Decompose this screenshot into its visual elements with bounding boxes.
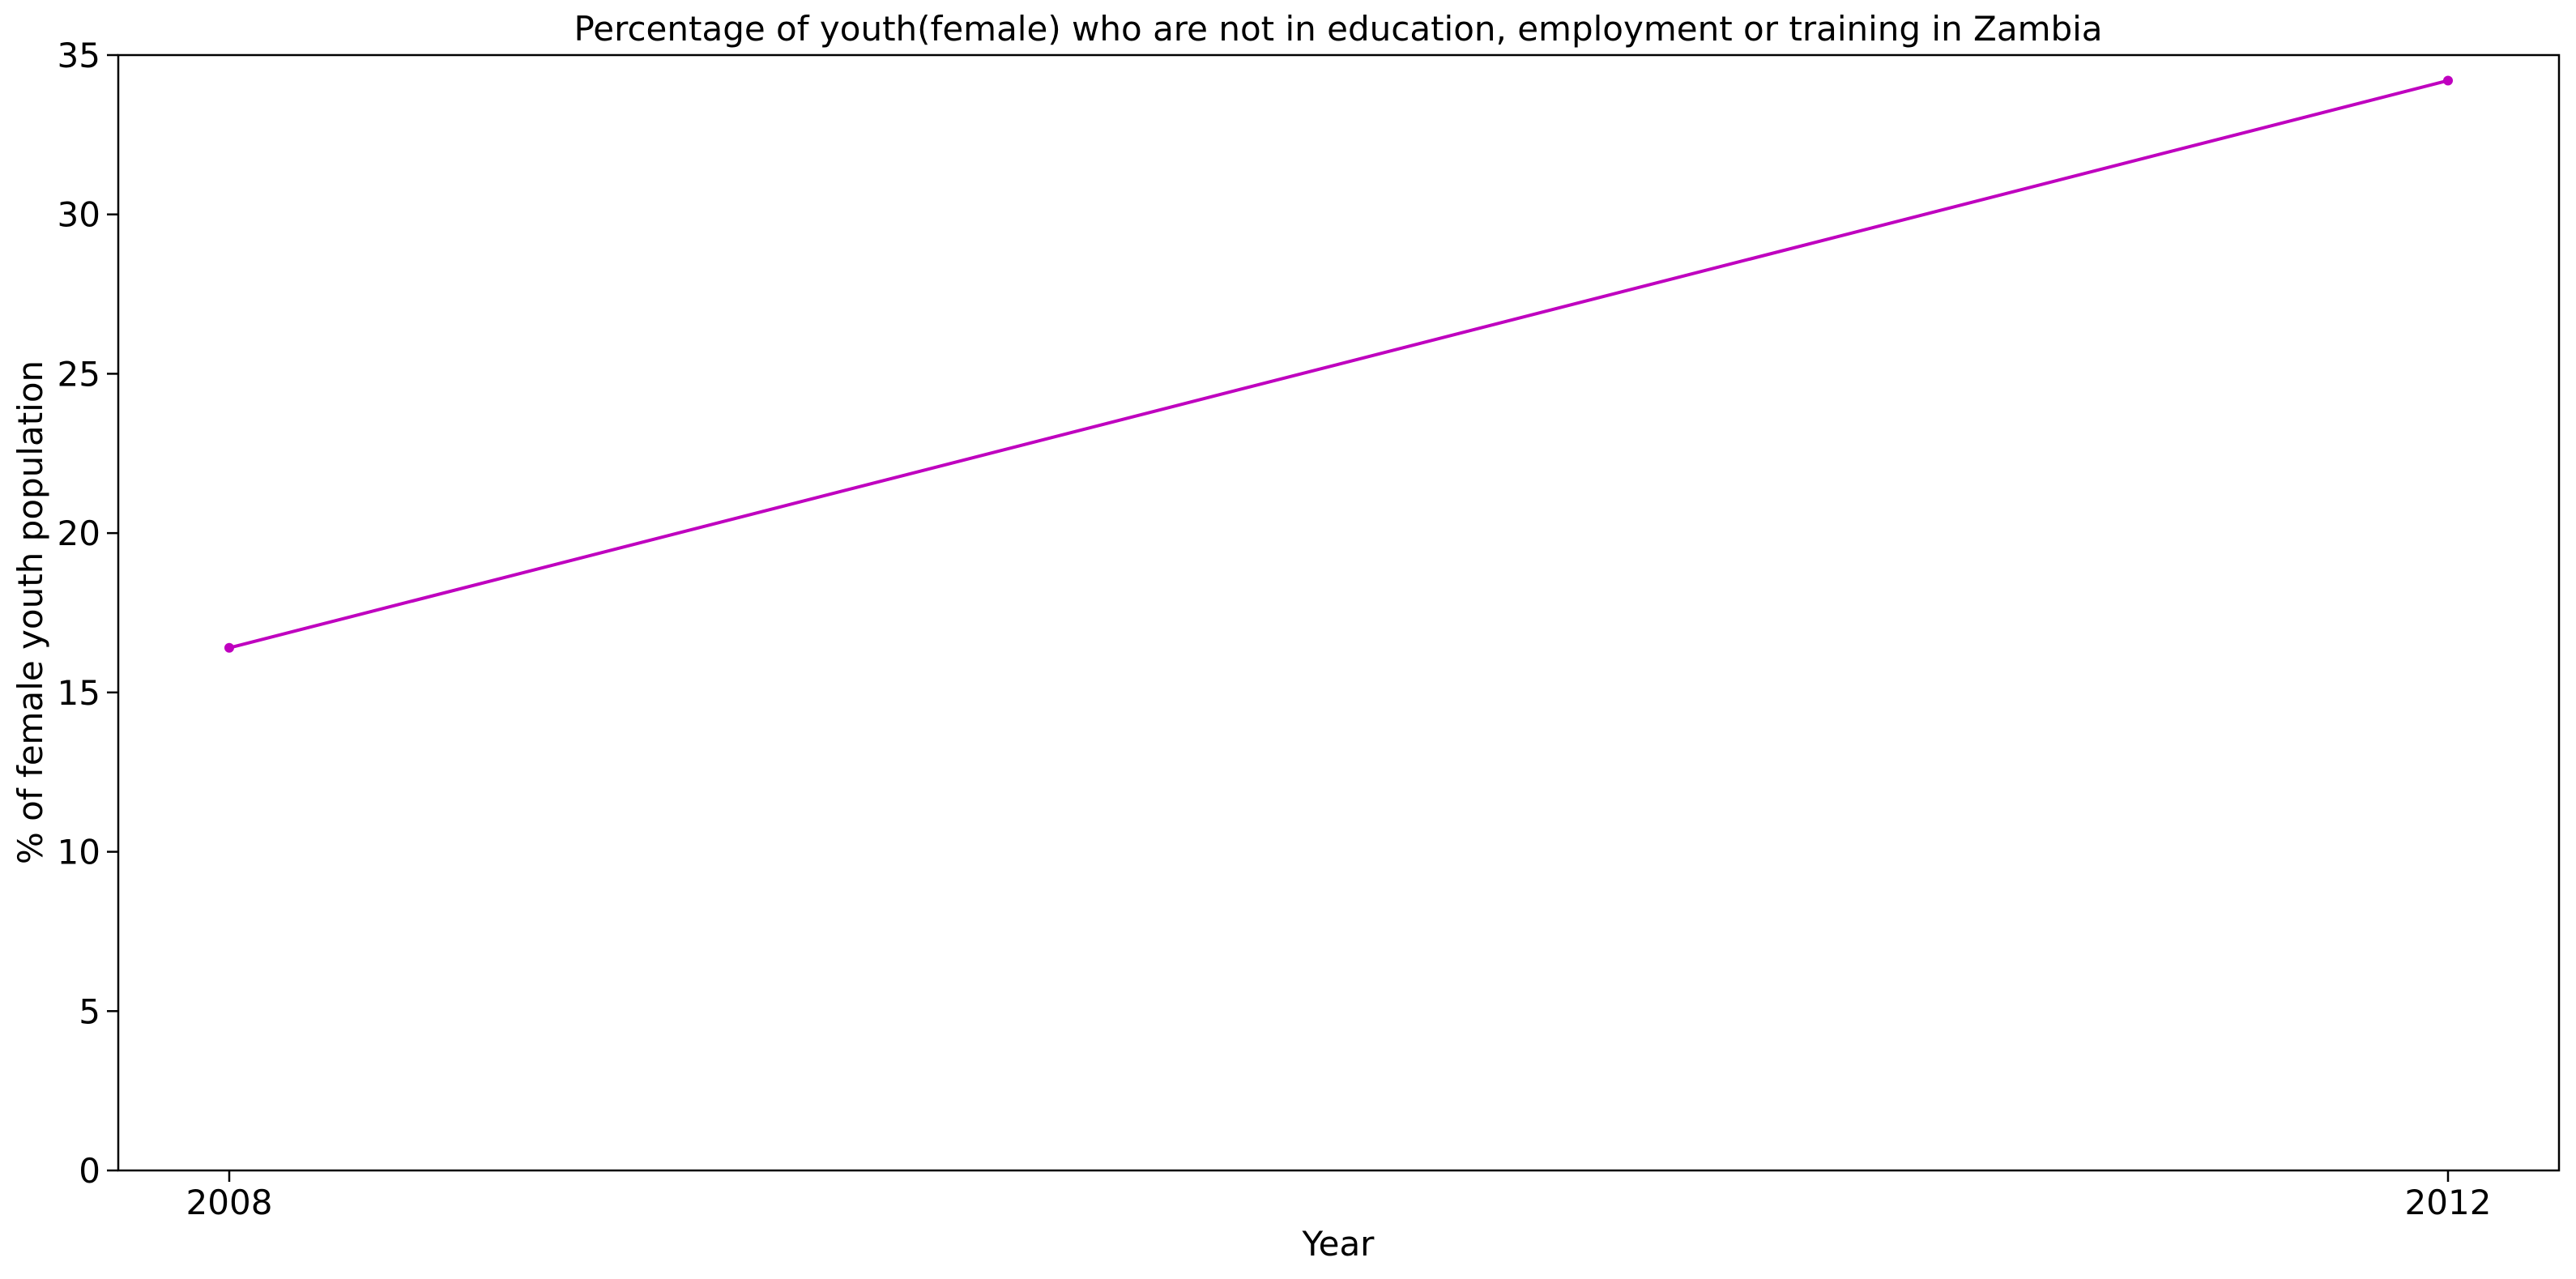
y-tick-label: 30 [58,195,100,235]
chart-title: Percentage of youth(female) who are not … [574,9,2102,49]
series-line [228,79,2449,650]
x-tick-label: 2008 [186,1183,273,1222]
y-tick-label: 15 [58,673,100,713]
plot-area [117,53,2561,1172]
axes-frame [117,53,2561,1172]
x-tick-label: 2012 [2405,1183,2492,1222]
y-tick-label: 20 [58,514,100,553]
y-axis-label: % of female youth population [11,360,50,864]
y-tick-label: 5 [79,991,100,1031]
y-tick-label: 35 [58,36,100,75]
data-point [2443,75,2453,86]
x-axis: 2008 2012 [186,1170,2492,1222]
y-axis: 0 5 10 15 20 25 30 35 [58,36,118,1191]
x-axis-label: Year [1302,1224,1375,1264]
series-layer [224,75,2453,653]
y-tick-label: 0 [79,1151,100,1191]
data-point [224,642,234,653]
y-tick-label: 10 [58,833,100,872]
y-tick-label: 25 [58,354,100,394]
